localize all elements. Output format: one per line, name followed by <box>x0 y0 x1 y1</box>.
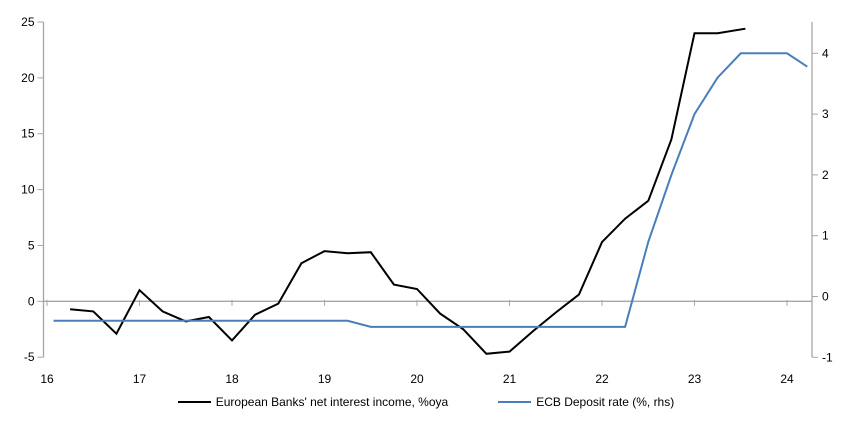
x-tick-label: 21 <box>503 372 517 386</box>
right-axis-label: 2 <box>822 168 829 182</box>
ecb-line-swatch <box>498 401 532 403</box>
x-tick-label: 24 <box>780 372 794 386</box>
right-axis-label: 1 <box>822 229 829 243</box>
left-axis-label: 5 <box>28 238 35 252</box>
legend-label-nii: European Banks' net interest income, %oy… <box>215 395 449 409</box>
left-axis-label: 20 <box>21 71 35 85</box>
x-tick-label: 17 <box>133 372 147 386</box>
x-tick-label: 22 <box>595 372 609 386</box>
left-axis-label: 0 <box>28 294 35 308</box>
x-tick-label: 23 <box>688 372 702 386</box>
left-axis-label: 25 <box>21 15 35 29</box>
legend-item-ecb: ECB Deposit rate (%, rhs) <box>498 395 674 409</box>
right-axis-label: 0 <box>822 290 829 304</box>
x-tick-label: 18 <box>225 372 239 386</box>
left-axis-label: 15 <box>21 127 35 141</box>
right-axis-label: 3 <box>822 107 829 121</box>
right-axis-label: 4 <box>822 46 829 60</box>
nii-line <box>70 27 746 355</box>
legend-label-ecb: ECB Deposit rate (%, rhs) <box>536 395 675 409</box>
ecb-line <box>53 52 808 328</box>
x-tick-label: 20 <box>410 372 424 386</box>
x-tick-label: 19 <box>318 372 332 386</box>
left-axis-label: 10 <box>21 183 35 197</box>
left-axis-label: -5 <box>24 350 35 364</box>
x-tick-label: 16 <box>40 372 54 386</box>
legend-item-nii: European Banks' net interest income, %oy… <box>177 395 449 409</box>
right-axis-label: -1 <box>822 350 833 364</box>
nii-line-swatch <box>177 401 211 403</box>
chart-legend: European Banks' net interest income, %oy… <box>0 395 852 409</box>
